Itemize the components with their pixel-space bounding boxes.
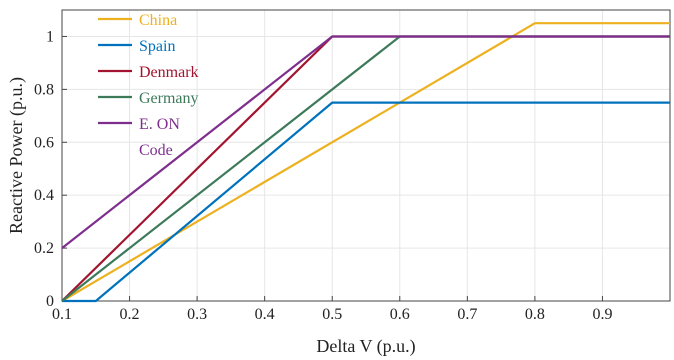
- series-lines: [61, 22, 670, 303]
- series-line-e-on-code: [61, 35, 670, 249]
- x-tick-label: 0.1: [52, 306, 72, 323]
- y-tick-label: 0.4: [34, 187, 54, 204]
- legend-label: E. ON: [139, 116, 180, 133]
- legend-label: Code: [139, 142, 173, 159]
- series-line-spain: [62, 101, 670, 303]
- legend: China Spain Denmark Germany E. ON Code: [98, 12, 199, 159]
- x-tick-label: 0.2: [120, 306, 140, 323]
- plot-area: [61, 9, 671, 302]
- x-tick-label: 0.6: [390, 306, 410, 323]
- legend-label: Germany: [139, 90, 199, 107]
- x-axis: 0.1 0.2 0.3 0.4 0.5 0.6 0.7 0.8 0.9: [52, 296, 612, 323]
- y-tick-label: 1: [46, 28, 54, 45]
- y-axis-title: Reactive Power (p.u.): [6, 77, 27, 234]
- x-tick-label: 0.8: [525, 306, 545, 323]
- series-line-china: [61, 22, 670, 302]
- x-axis-title: Delta V (p.u.): [316, 336, 415, 357]
- y-tick-label: 0.2: [34, 240, 54, 257]
- x-tick-label: 0.9: [592, 306, 612, 323]
- legend-label: Denmark: [139, 64, 199, 81]
- y-axis: 0 0.2 0.4 0.6 0.8 1: [34, 28, 67, 310]
- legend-label: Spain: [139, 38, 175, 55]
- x-tick-label: 0.3: [187, 306, 207, 323]
- legend-label: China: [139, 12, 177, 29]
- x-tick-label: 0.4: [255, 306, 275, 323]
- x-tick-label: 0.7: [457, 306, 477, 323]
- y-tick-label: 0.8: [34, 81, 54, 98]
- y-tick-label: 0.6: [34, 134, 54, 151]
- x-tick-label: 0.5: [322, 306, 342, 323]
- y-tick-label: 0: [46, 293, 54, 310]
